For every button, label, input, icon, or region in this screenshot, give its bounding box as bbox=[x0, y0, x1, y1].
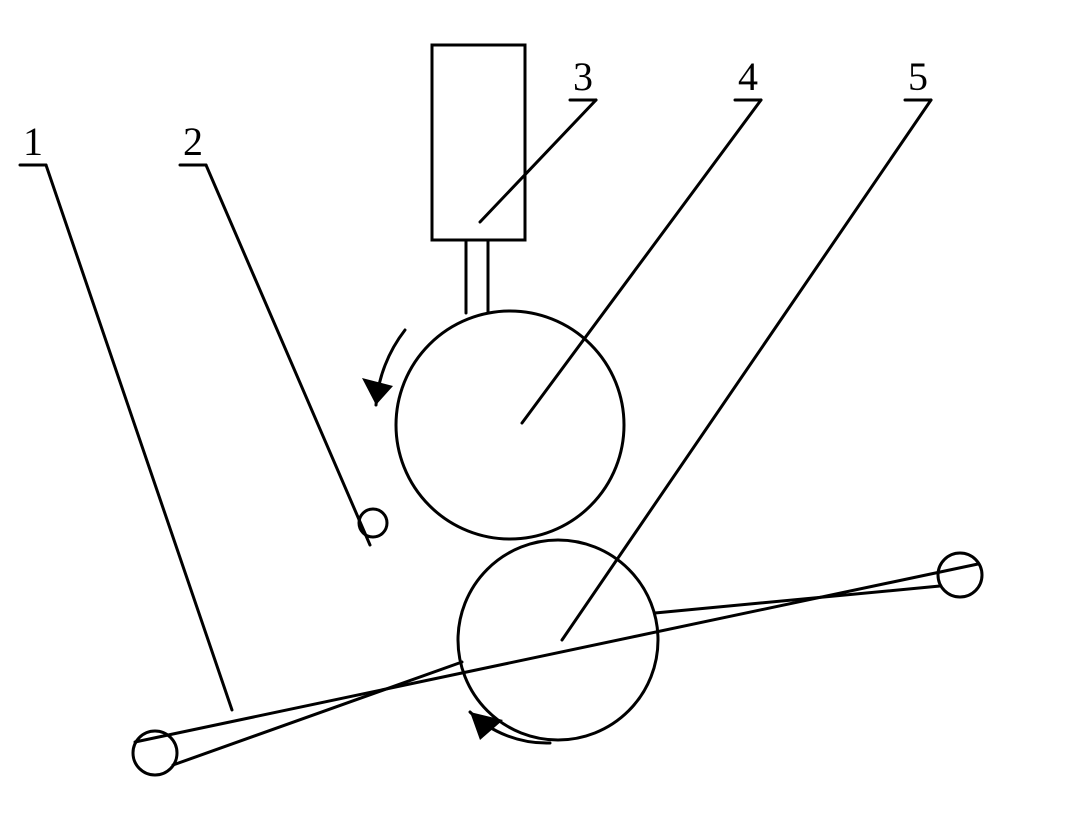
actuator-body bbox=[432, 45, 525, 240]
lower-roller bbox=[458, 540, 658, 740]
label-leader-5 bbox=[562, 100, 931, 640]
label-text-4: 4 bbox=[738, 54, 758, 99]
lower-roller-arrow-head bbox=[470, 712, 503, 740]
belt-idler-right bbox=[938, 553, 982, 597]
belt-bottom-right bbox=[655, 586, 940, 613]
label-text-3: 3 bbox=[573, 54, 593, 99]
label-group-2: 2 bbox=[180, 119, 370, 545]
upper-roller bbox=[396, 311, 624, 539]
label-text-5: 5 bbox=[908, 54, 928, 99]
upper-roller-arrow-head bbox=[362, 378, 393, 405]
label-leader-4 bbox=[522, 100, 761, 423]
belt-bottom-left bbox=[173, 662, 462, 765]
label-group-5: 5 bbox=[562, 54, 931, 640]
label-text-1: 1 bbox=[23, 119, 43, 164]
label-group-4: 4 bbox=[522, 54, 761, 423]
belt-top bbox=[135, 564, 978, 742]
label-text-2: 2 bbox=[183, 119, 203, 164]
label-group-1: 1 bbox=[20, 119, 232, 710]
label-leader-3 bbox=[480, 100, 596, 222]
label-group-3: 3 bbox=[480, 54, 596, 222]
label-leader-1 bbox=[46, 165, 232, 710]
label-leader-2 bbox=[206, 165, 370, 545]
